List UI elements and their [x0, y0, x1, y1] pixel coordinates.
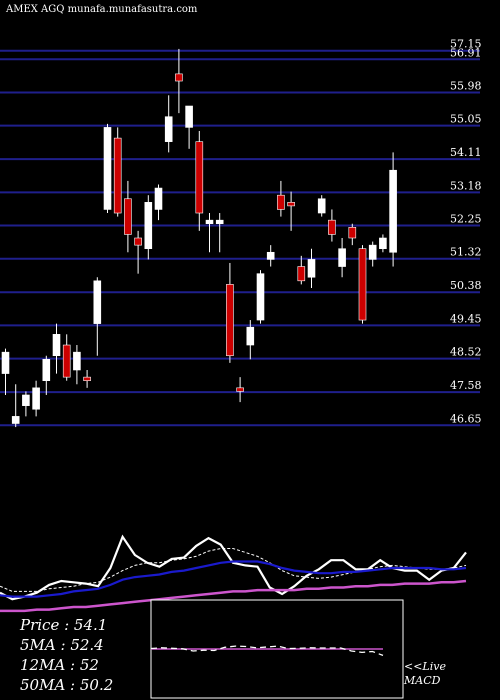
- candle-body: [328, 219, 336, 235]
- candle-body: [379, 237, 387, 250]
- candle-body: [62, 344, 71, 378]
- candle-body: [52, 334, 61, 357]
- legend-ma50: 50MA : 50.2: [20, 676, 114, 694]
- y-tick-label: 52.25: [450, 213, 482, 226]
- candle-body: [185, 105, 193, 128]
- series-line-ma_mid: [0, 560, 467, 598]
- candle-body: [215, 219, 224, 225]
- y-tick-label: 53.18: [450, 179, 482, 192]
- candle-body: [113, 137, 122, 214]
- legend-price: Price : 54.1: [20, 616, 108, 634]
- y-tick-label: 55.05: [450, 113, 482, 126]
- candle-body: [246, 326, 255, 346]
- y-tick-label: 47.58: [450, 379, 482, 392]
- y-tick-label: 55.98: [450, 79, 482, 92]
- candle-body: [266, 251, 275, 260]
- y-tick-label: 51.32: [450, 246, 482, 259]
- candle-body: [124, 198, 132, 235]
- series-line-ma_slow: [0, 579, 467, 613]
- y-tick-label: 48.52: [450, 346, 482, 359]
- candle-body: [287, 202, 295, 207]
- ticker-header: AMEX AGQ munafa.munafasutra.com: [6, 4, 198, 15]
- candle-body: [22, 394, 30, 406]
- candle-body: [32, 387, 40, 410]
- candle-body: [236, 387, 244, 392]
- candle-body: [256, 273, 265, 321]
- series-line-ma_fast: [0, 548, 467, 592]
- candle-body: [144, 202, 153, 250]
- candle-body: [164, 116, 173, 142]
- candle-body: [277, 194, 285, 210]
- candle-body: [103, 127, 112, 210]
- candle-body: [297, 266, 306, 282]
- candle-body: [348, 226, 357, 239]
- y-tick-label: 50.38: [450, 279, 482, 292]
- candle-body: [205, 219, 214, 225]
- y-tick-label: 56.91: [450, 46, 482, 59]
- candle-body: [226, 284, 234, 357]
- macd-live-label: <<Live: [404, 660, 446, 673]
- legend-ma12: 12MA : 52: [20, 656, 99, 674]
- candle-body: [83, 376, 91, 382]
- y-tick-label: 49.45: [450, 312, 482, 325]
- candle-body: [1, 351, 10, 374]
- candle-body: [368, 244, 377, 260]
- candle-body: [93, 280, 102, 324]
- candle-body: [317, 198, 326, 214]
- series-line-price: [0, 534, 467, 601]
- candle-body: [134, 237, 142, 246]
- candle-body: [154, 187, 163, 210]
- candle-body: [11, 416, 20, 424]
- candle-body: [195, 141, 204, 214]
- macd-title-label: MACD: [404, 674, 441, 687]
- candle-body: [175, 73, 183, 82]
- legend-ma5: 5MA : 52.4: [20, 636, 104, 654]
- y-tick-label: 57.15: [450, 38, 482, 51]
- y-tick-label: 54.11: [450, 146, 482, 159]
- y-tick-label: 46.65: [450, 412, 482, 425]
- candle-body: [73, 351, 81, 371]
- candle-body: [42, 358, 51, 382]
- candle-body: [389, 169, 397, 253]
- candle-body: [307, 259, 316, 278]
- candle-body: [358, 248, 367, 321]
- candle-body: [338, 248, 346, 267]
- macd-line: [150, 645, 384, 657]
